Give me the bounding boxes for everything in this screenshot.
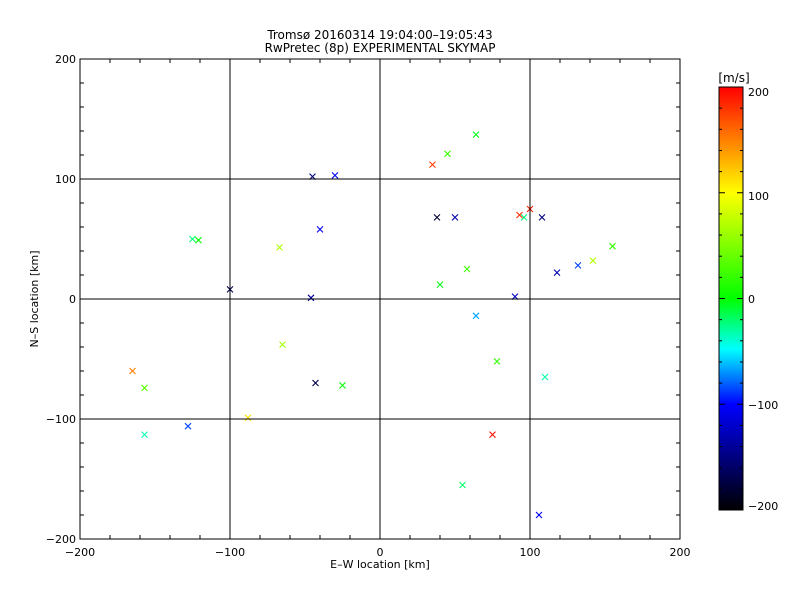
y-tick-label: −100 [46, 413, 76, 426]
y-tick-label: 200 [55, 53, 76, 66]
axis-ticks [79, 58, 681, 540]
data-point-x [276, 244, 283, 251]
colorbar-tick-label: −100 [748, 399, 778, 412]
data-point-x [516, 211, 523, 219]
x-tick-label: −100 [215, 546, 245, 559]
chart-title: Tromsø 20160314 19:04:00–19:05:43 [266, 28, 492, 42]
data-point-x [451, 214, 459, 221]
data-point-x [195, 236, 202, 244]
data-point-x [433, 214, 441, 221]
data-point-x [312, 379, 319, 387]
data-point-x [184, 422, 192, 430]
data-point-x [541, 373, 549, 381]
data-point-x [429, 161, 436, 168]
data-point-x [472, 131, 480, 138]
y-axis-label: N–S location [km] [28, 250, 41, 347]
data-point-x [331, 172, 339, 179]
colorbar-label: [m/s] [718, 71, 749, 85]
data-point-x [553, 269, 561, 276]
chart-subtitle: RwPretec (8p) EXPERIMENTAL SKYMAP [265, 41, 496, 55]
data-point-x [463, 265, 471, 273]
y-tick-label: 100 [55, 173, 76, 186]
colorbar-ticks [719, 86, 743, 511]
colorbar-tick-label: 100 [748, 190, 769, 203]
data-point-x [244, 414, 252, 422]
data-point-x [141, 384, 148, 392]
data-point-x [307, 294, 315, 302]
colorbar-tick-label: −200 [748, 500, 778, 513]
colorbar: [m/s] 200 100 0 −100 −200 [718, 71, 778, 513]
colorbar-tick-label: 200 [748, 86, 769, 99]
data-point-x [489, 431, 496, 438]
data-point-x [493, 358, 501, 365]
x-tick-labels: −200 −100 0 100 200 [65, 546, 691, 559]
x-tick-label: 0 [377, 546, 384, 559]
data-point-x [472, 312, 480, 320]
data-point-x [316, 226, 324, 233]
data-point-x [574, 262, 582, 269]
data-point-x [459, 481, 466, 489]
x-axis-label: E–W location [km] [330, 558, 430, 571]
y-tick-labels: −200 −100 0 100 200 [46, 53, 76, 546]
scatter-points [129, 131, 616, 519]
data-point-x [538, 214, 546, 221]
data-point-x [589, 257, 597, 264]
data-point-x [444, 150, 451, 158]
data-point-x [129, 367, 136, 375]
data-point-x [141, 431, 148, 438]
y-tick-label: −200 [46, 533, 76, 546]
colorbar-tick-label: 0 [748, 293, 755, 306]
data-point-x [339, 382, 346, 389]
data-point-x [436, 281, 444, 288]
grid-lines [80, 59, 680, 539]
x-tick-label: −200 [65, 546, 95, 559]
y-tick-label: 0 [69, 293, 76, 306]
data-point-x [189, 235, 196, 243]
data-point-x [520, 214, 528, 221]
data-point-x [279, 341, 286, 348]
data-point-x [535, 511, 543, 519]
x-tick-label: 100 [520, 546, 541, 559]
data-point-x [609, 242, 616, 250]
x-tick-label: 200 [670, 546, 691, 559]
